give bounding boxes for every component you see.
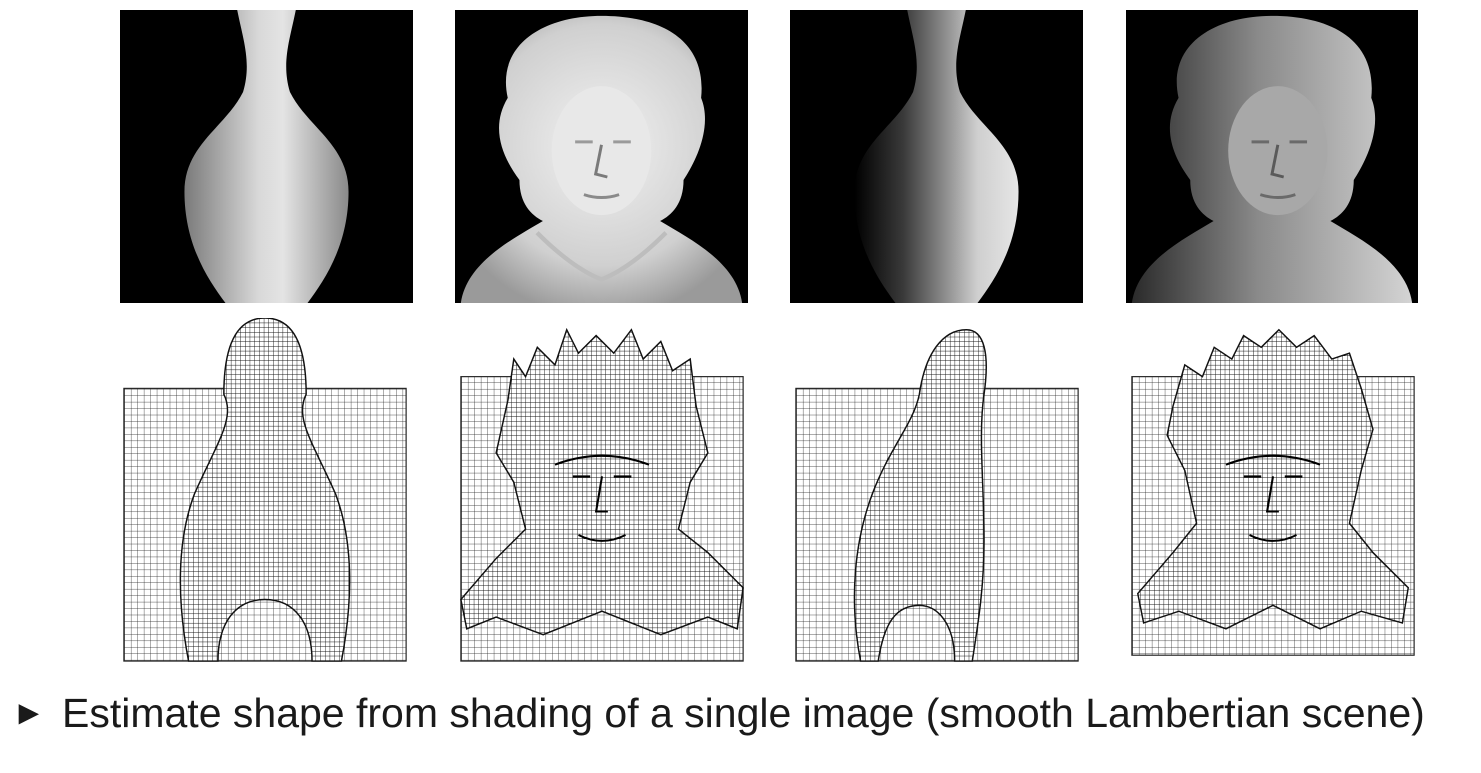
bust-shaded-image-side	[1126, 10, 1418, 303]
bust-wireframe-mesh-side	[1126, 318, 1420, 664]
bust-shaded-image-front	[455, 10, 748, 303]
vase-shaded-icon	[184, 10, 349, 303]
wireframe-surface-icon	[1131, 328, 1415, 656]
wireframe-surface-icon	[460, 327, 744, 662]
wireframe-surface-icon	[123, 318, 407, 662]
bust-shaded-icon	[460, 15, 743, 303]
vase-wireframe-mesh-front	[118, 318, 412, 664]
bust-wireframe-mesh-front	[455, 318, 749, 664]
vase-shaded-image-front	[120, 10, 413, 303]
wireframe-surface-icon	[795, 328, 1079, 662]
caption-text: Estimate shape from shading of a single …	[62, 690, 1425, 736]
bust-shaded-icon	[1131, 15, 1413, 303]
vase-shaded-icon	[854, 10, 1019, 303]
vase-wireframe-mesh-side	[790, 318, 1084, 664]
bullet-arrow-icon: ►	[12, 694, 46, 732]
figure-caption: ► Estimate shape from shading of a single…	[12, 690, 1472, 737]
vase-shaded-image-side	[790, 10, 1083, 303]
